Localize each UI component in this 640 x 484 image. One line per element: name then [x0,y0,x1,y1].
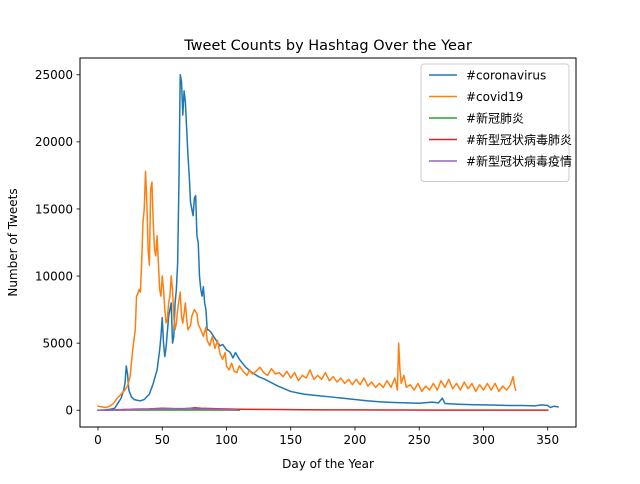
legend-label-3: #新型冠状病毒肺炎 [466,132,572,147]
x-tick-label-0: 0 [94,433,102,447]
legend: #coronavirus #covid19 #新冠肺炎 #新型冠状病毒肺炎 #新型冠状病… [421,64,572,182]
y-tick-label-2: 10000 [35,269,73,283]
y-tick-label-5: 25000 [35,68,73,82]
x-tick-label-3: 150 [279,433,302,447]
x-tick-label-7: 350 [536,433,559,447]
x-tick-label-5: 250 [408,433,431,447]
y-tick-label-3: 15000 [35,202,73,216]
y-axis-title: Number of Tweets [6,188,20,296]
legend-label-0: #coronavirus [466,68,546,82]
y-tick-label-1: 5000 [42,336,73,350]
x-axis-title: Day of the Year [282,457,374,471]
y-tick-label-4: 20000 [35,135,73,149]
x-tick-label-2: 100 [215,433,238,447]
x-tick-label-1: 50 [155,433,170,447]
x-tick-label-6: 300 [472,433,495,447]
y-tick-label-0: 0 [65,404,73,418]
legend-label-2: #新冠肺炎 [466,110,524,125]
legend-label-1: #covid19 [466,90,523,104]
legend-label-4: #新型冠状病毒疫情 [466,153,572,168]
chart-title: Tweet Counts by Hashtag Over the Year [183,38,472,54]
x-tick-label-4: 200 [344,433,367,447]
